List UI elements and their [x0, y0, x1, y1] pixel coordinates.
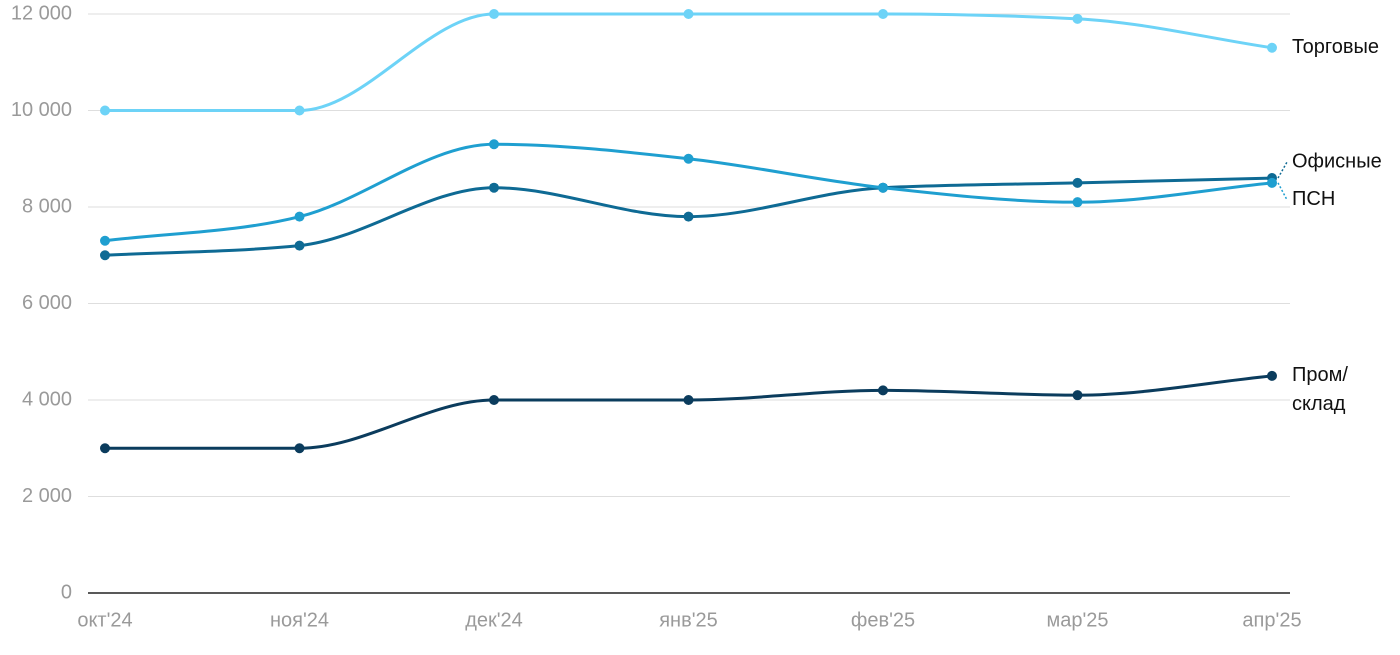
label-line: Пром/ — [1292, 364, 1348, 386]
x-tick-label: фев'25 — [851, 609, 915, 631]
series-line — [104, 374, 1273, 450]
y-tick-label: 8 000 — [22, 195, 72, 217]
y-tick-label: 6 000 — [22, 292, 72, 314]
x-tick-label: мар'25 — [1046, 609, 1108, 631]
data-point — [683, 153, 694, 164]
data-point — [1072, 177, 1083, 188]
y-tick-label: 4 000 — [22, 388, 72, 410]
data-point — [878, 182, 888, 193]
data-point — [1267, 177, 1277, 188]
leader-line — [1277, 161, 1288, 179]
series-label: Офисные — [1292, 150, 1382, 172]
data-point — [1072, 197, 1083, 208]
x-tick-label: окт'24 — [77, 609, 132, 631]
y-tick-label: 2 000 — [22, 485, 72, 507]
series-label: ПСН — [1292, 188, 1335, 210]
data-point — [489, 395, 499, 405]
data-point — [683, 9, 694, 19]
data-point — [100, 443, 110, 454]
series-label: Торговые — [1292, 36, 1379, 58]
data-point — [489, 139, 499, 150]
y-tick-label: 12 000 — [11, 2, 72, 24]
leader-line — [1277, 182, 1288, 201]
x-tick-label: ноя'24 — [270, 609, 329, 631]
data-point — [683, 211, 694, 222]
data-point — [100, 235, 110, 246]
data-point — [294, 443, 305, 454]
x-tick-label: янв'25 — [659, 609, 718, 631]
data-point — [100, 250, 110, 261]
data-point — [1072, 390, 1083, 401]
data-point — [1267, 370, 1277, 381]
data-point — [294, 211, 305, 222]
data-point — [100, 105, 110, 116]
x-tick-label: дек'24 — [465, 609, 523, 631]
y-tick-label: 0 — [61, 581, 72, 603]
data-point — [489, 182, 499, 193]
data-point — [683, 395, 694, 405]
data-point — [878, 385, 888, 396]
data-point — [489, 9, 499, 19]
data-point — [1072, 13, 1083, 24]
x-tick-label: апр'25 — [1242, 609, 1301, 631]
data-point — [294, 240, 305, 251]
series-line — [105, 12, 1273, 113]
data-point — [1267, 42, 1277, 53]
data-point — [294, 105, 305, 116]
data-point — [878, 9, 888, 19]
label-line: склад — [1292, 393, 1346, 415]
y-tick-label: 10 000 — [11, 99, 72, 121]
series-label: Пром/склад — [1292, 364, 1348, 415]
